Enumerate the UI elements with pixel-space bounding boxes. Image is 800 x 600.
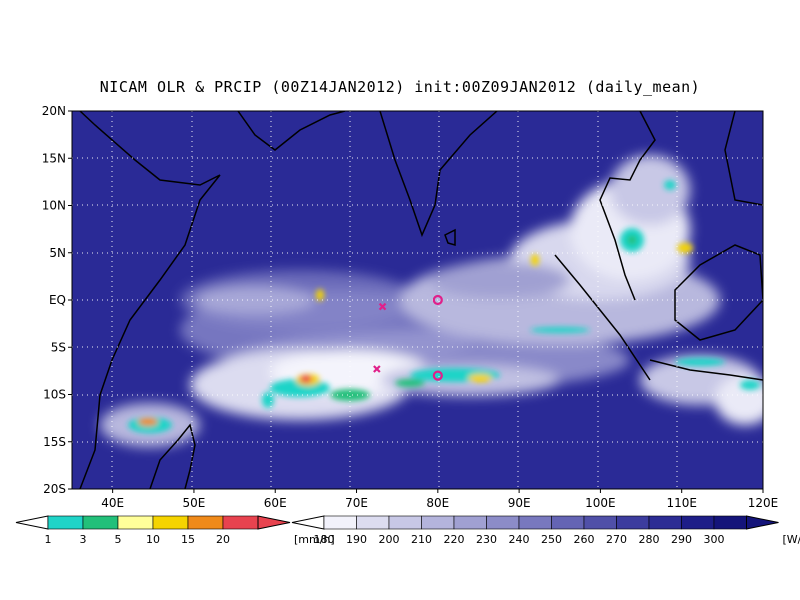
lat-tick-label: EQ bbox=[49, 293, 66, 307]
colorbar-swatch bbox=[681, 515, 715, 530]
colorbar-swatch bbox=[648, 515, 682, 530]
circle-marker bbox=[432, 370, 443, 381]
colorbar-label: 190 bbox=[346, 533, 367, 546]
map-title: NICAM OLR & PRCIP (00Z14JAN2012) init:00… bbox=[99, 78, 701, 96]
map-field bbox=[72, 111, 763, 489]
colorbar-low-arrow bbox=[15, 515, 49, 530]
lon-tick-label: 80E bbox=[426, 496, 449, 510]
colorbar-label: 290 bbox=[671, 533, 692, 546]
colorbar-label: 300 bbox=[704, 533, 725, 546]
colorbar-label: 260 bbox=[574, 533, 595, 546]
colorbar-label: 10 bbox=[146, 533, 160, 546]
colorbar-swatch bbox=[421, 515, 455, 530]
olr-colorbar: 180 190 200 210 220 230 240 250 260 270 280 290 300 [… bbox=[291, 515, 800, 546]
colorbar-high-arrow bbox=[257, 515, 291, 530]
lon-tick-label: 100E bbox=[585, 496, 616, 510]
colorbar-label: 15 bbox=[181, 533, 195, 546]
colorbar-swatch bbox=[117, 515, 154, 530]
circle-marker bbox=[432, 294, 443, 306]
lat-tick-label: 15S bbox=[43, 435, 66, 449]
precip-colorbar: 1 3 5 10 15 20 [mm/h] bbox=[15, 515, 335, 546]
colorbar-label: 270 bbox=[606, 533, 627, 546]
colorbar-label: 280 bbox=[639, 533, 660, 546]
colorbar-label: 210 bbox=[411, 533, 432, 546]
colorbar-swatch bbox=[152, 515, 189, 530]
colorbar-swatch bbox=[713, 515, 747, 530]
lon-tick-label: 60E bbox=[264, 496, 287, 510]
x-marker bbox=[378, 302, 387, 311]
colorbar-swatch bbox=[187, 515, 224, 530]
colorbar-label: 5 bbox=[115, 533, 122, 546]
lat-tick-label: 15N bbox=[42, 151, 66, 165]
colorbar-swatch bbox=[388, 515, 422, 530]
colorbar-label: 250 bbox=[541, 533, 562, 546]
colorbar-label: 230 bbox=[476, 533, 497, 546]
graticule bbox=[72, 111, 763, 489]
colorbar-swatch bbox=[453, 515, 487, 530]
precip-field bbox=[128, 180, 760, 433]
colorbar-swatch bbox=[82, 515, 119, 530]
colorbar-unit: [mm/h] bbox=[294, 533, 335, 546]
storm-markers bbox=[373, 294, 443, 381]
colorbar-unit: [W/m^2] bbox=[783, 533, 800, 546]
colorbar-label: 180 bbox=[314, 533, 335, 546]
colorbar-high-arrow bbox=[746, 515, 779, 530]
colorbar-label: 3 bbox=[80, 533, 87, 546]
lon-tick-label: 50E bbox=[183, 496, 206, 510]
lon-tick-label: 120E bbox=[748, 496, 779, 510]
longitude-axis: 40E 50E 60E 70E 80E 90E 100E 110E 120E bbox=[101, 489, 778, 510]
lat-tick-label: 5S bbox=[51, 340, 66, 354]
colorbar-swatch bbox=[583, 515, 617, 530]
x-marker bbox=[373, 365, 381, 373]
lon-tick-label: 110E bbox=[666, 496, 697, 510]
lat-tick-label: 10N bbox=[42, 199, 66, 213]
colorbar-label: 20 bbox=[216, 533, 230, 546]
coastlines bbox=[79, 111, 763, 489]
colorbar-swatch bbox=[551, 515, 585, 530]
colorbar-label: 220 bbox=[444, 533, 465, 546]
colorbar-label: 240 bbox=[509, 533, 530, 546]
lat-tick-label: 10S bbox=[43, 388, 66, 402]
lat-tick-label: 20N bbox=[42, 104, 66, 118]
lon-tick-label: 90E bbox=[508, 496, 531, 510]
colorbar-swatch bbox=[356, 515, 390, 530]
colorbar-label: 1 bbox=[45, 533, 52, 546]
colorbar-label: 200 bbox=[379, 533, 400, 546]
colorbar-swatch bbox=[486, 515, 520, 530]
colorbar-swatch bbox=[323, 515, 357, 530]
lon-tick-label: 40E bbox=[101, 496, 124, 510]
lat-tick-label: 5N bbox=[49, 246, 66, 260]
lat-tick-label: 20S bbox=[43, 482, 66, 496]
colorbar-swatch bbox=[47, 515, 84, 530]
colorbar-low-arrow bbox=[291, 515, 325, 530]
colorbar-swatch bbox=[616, 515, 650, 530]
lon-tick-label: 70E bbox=[345, 496, 368, 510]
latitude-axis: 20N 15N 10N 5N EQ 5S 10S 15S 20S bbox=[42, 104, 72, 496]
colorbar-swatch bbox=[518, 515, 552, 530]
colorbar-swatch bbox=[222, 515, 259, 530]
